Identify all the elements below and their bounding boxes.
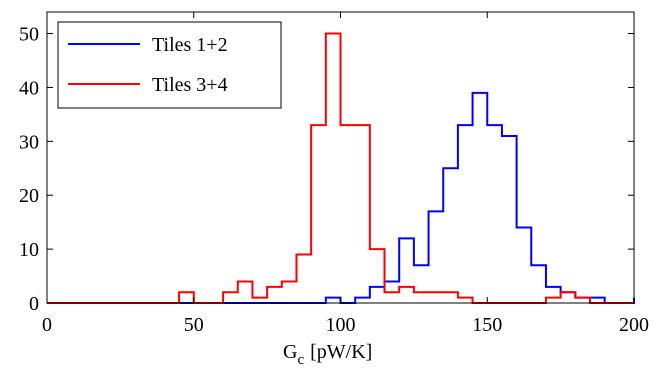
histogram-bin xyxy=(326,34,341,303)
x-axis-title-subscript: c xyxy=(297,352,304,368)
legend-label-tiles-3-4: Tiles 3+4 xyxy=(152,74,228,96)
histogram-bin xyxy=(385,292,400,303)
histogram-bin xyxy=(443,292,458,303)
y-tick-label: 40 xyxy=(19,77,39,99)
x-tick-label: 0 xyxy=(42,314,52,336)
histogram-bin xyxy=(267,287,282,303)
y-tick-label: 20 xyxy=(19,185,39,207)
histogram-bin xyxy=(429,292,444,303)
histogram-bin xyxy=(443,168,458,303)
y-tick-label: 30 xyxy=(19,131,39,153)
histogram-bin xyxy=(179,292,194,303)
histogram-bin xyxy=(473,93,488,303)
histogram-bin xyxy=(223,292,238,303)
histogram-bin xyxy=(311,125,326,303)
histogram-bin xyxy=(399,287,414,303)
x-axis-title-unit: [pW/K] xyxy=(310,341,372,363)
legend-box xyxy=(57,21,282,109)
histogram-bin xyxy=(502,136,517,303)
histogram-bin xyxy=(341,125,356,303)
y-tick-label: 50 xyxy=(19,24,39,46)
histogram-bin xyxy=(414,265,429,303)
histogram-bin xyxy=(370,287,385,303)
histogram-bin xyxy=(531,265,546,303)
x-axis-title: Gc [pW/K] xyxy=(283,341,372,368)
histogram-bin xyxy=(296,255,311,304)
legend-label-tiles-1-2: Tiles 1+2 xyxy=(152,34,228,56)
histogram-bin xyxy=(282,281,297,303)
histogram-bin xyxy=(370,249,385,303)
histogram-bin xyxy=(517,228,532,303)
x-axis-title-main: G xyxy=(283,341,297,363)
x-tick-label: 50 xyxy=(184,314,204,336)
legend: Tiles 1+2 Tiles 3+4 xyxy=(57,21,282,109)
histogram-bin xyxy=(355,125,370,303)
histogram-bin xyxy=(429,211,444,303)
histogram-bin xyxy=(399,238,414,303)
histogram-bin xyxy=(414,292,429,303)
histogram-bin xyxy=(561,292,576,303)
x-tick-label: 100 xyxy=(326,314,356,336)
x-tick-label: 200 xyxy=(619,314,649,336)
y-tick-label: 10 xyxy=(19,239,39,261)
histogram-bin xyxy=(546,287,561,303)
histogram-bin xyxy=(561,292,576,303)
ticks-layer: 0 50 100 150 200 0 10 20 30 40 50 xyxy=(19,12,649,336)
histogram-bin xyxy=(487,125,502,303)
x-tick-label: 150 xyxy=(472,314,502,336)
y-tick-label: 0 xyxy=(29,293,39,315)
histogram-bin xyxy=(238,281,253,303)
histogram-bin xyxy=(458,125,473,303)
